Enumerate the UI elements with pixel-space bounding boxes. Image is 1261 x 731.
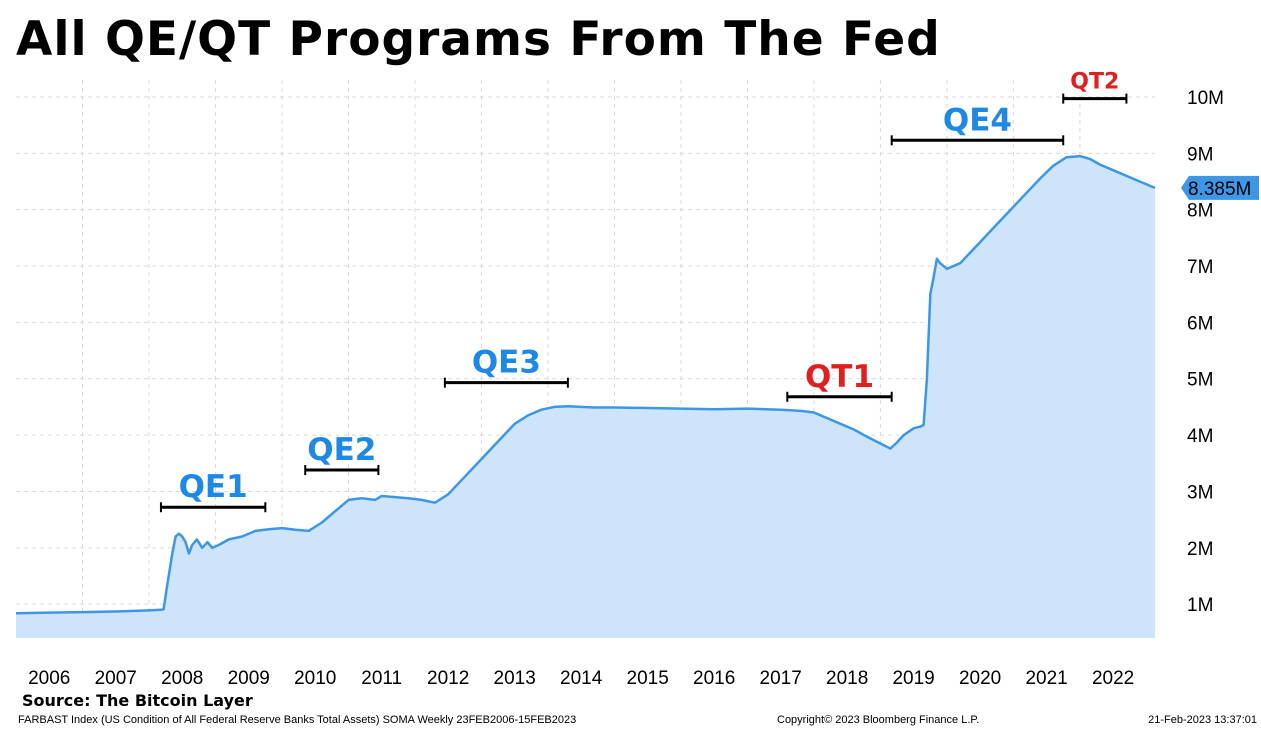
x-tick-label: 2015 [627, 668, 669, 689]
last-value-badge [1181, 175, 1259, 200]
annotation-label: QE4 [943, 102, 1012, 138]
annotation-label: QT2 [1070, 70, 1119, 95]
last-value-marker: 8.385M [1181, 175, 1259, 200]
y-axis: 1M 2M 3M 4M 5M 6M 7M 8M 9M 10M [1187, 88, 1224, 616]
annotation-label: QE2 [307, 432, 376, 468]
y-tick-label: 8M [1187, 201, 1213, 222]
footer-description: FARBAST Index (US Condition of All Feder… [18, 714, 577, 726]
series-line-farbast [15, 154, 1156, 615]
x-axis: 2006 2007 2008 2009 2010 2011 2012 2013 2014 2015… [28, 668, 1134, 689]
x-tick-label: 2008 [161, 668, 203, 689]
fed-balance-sheet-chart: QE1 QE2 QE3 QT1 QE4 QT2 1M 2M 3M 4M 5M 6M 7M 8M 9M 10M… [15, 70, 1259, 689]
annotation-qe3: QE3 [443, 345, 569, 388]
y-tick-label: 4M [1187, 426, 1213, 447]
x-tick-label: 2010 [294, 668, 336, 689]
x-tick-label: 2011 [361, 668, 402, 689]
footer-timestamp: 21-Feb-2023 13:37:01 [1148, 714, 1257, 726]
y-tick-label: 9M [1187, 144, 1213, 165]
x-tick-label: 2014 [560, 668, 603, 689]
y-tick-label: 6M [1187, 313, 1213, 334]
x-tick-label: 2021 [1025, 668, 1067, 689]
x-tick-label: 2013 [494, 668, 536, 689]
annotation-label: QE3 [472, 345, 541, 381]
x-tick-label: 2009 [228, 668, 270, 689]
annotation-qt2: QT2 [1062, 70, 1128, 104]
annotation-qe2: QE2 [304, 432, 380, 476]
x-tick-label: 2019 [892, 668, 934, 689]
y-tick-label: 1M [1187, 595, 1213, 616]
y-tick-label: 5M [1187, 370, 1213, 391]
chart-title: All QE/QT Programs From The Fed [16, 12, 941, 67]
area-fill [16, 156, 1155, 638]
y-tick-label: 2M [1187, 539, 1213, 560]
x-tick-label: 2020 [959, 668, 1001, 689]
last-value-label: 8.385M [1188, 179, 1251, 200]
x-tick-label: 2022 [1092, 668, 1134, 689]
x-tick-label: 2007 [95, 668, 137, 689]
annotation-label: QT1 [805, 359, 874, 395]
y-tick-label: 10M [1187, 88, 1224, 109]
x-tick-label: 2018 [826, 668, 868, 689]
x-tick-label: 2017 [760, 668, 802, 689]
annotation-label: QE1 [179, 469, 248, 505]
x-tick-label: 2016 [693, 668, 735, 689]
y-tick-label: 3M [1187, 482, 1213, 503]
x-tick-label: 2006 [28, 668, 70, 689]
annotation-qe4: QE4 [890, 102, 1065, 146]
x-tick-label: 2012 [427, 668, 469, 689]
source-note: Source: The Bitcoin Layer [22, 691, 253, 710]
annotation-qe1: QE1 [159, 469, 267, 513]
y-tick-label: 7M [1187, 257, 1213, 278]
program-annotations: QE1 QE2 QE3 QT1 QE4 QT2 [159, 70, 1128, 513]
annotation-qt1: QT1 [786, 359, 893, 402]
footer-copyright: Copyright© 2023 Bloomberg Finance L.P. [777, 714, 980, 726]
